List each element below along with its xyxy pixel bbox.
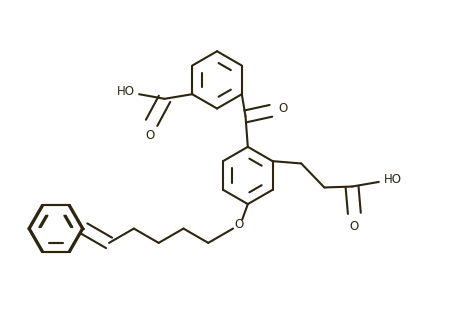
Text: O: O [278,102,287,114]
Text: O: O [234,218,243,231]
Text: O: O [145,129,154,142]
Text: HO: HO [384,173,402,186]
Text: HO: HO [117,85,135,98]
Text: O: O [350,220,359,233]
